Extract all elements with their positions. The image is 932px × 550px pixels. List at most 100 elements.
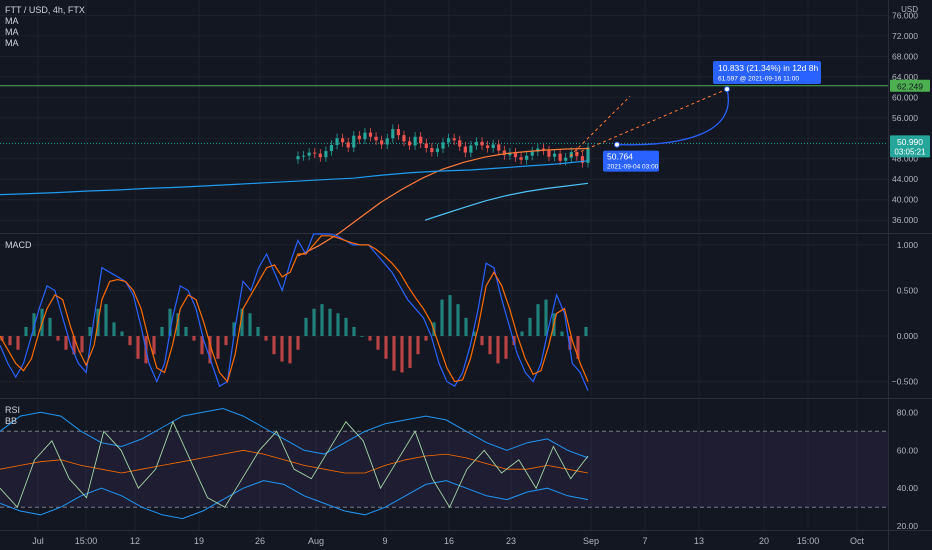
candle-body[interactable] xyxy=(480,141,484,146)
forecast-curve[interactable] xyxy=(616,88,729,146)
macd-histogram-bar[interactable] xyxy=(360,336,364,337)
candle-body[interactable] xyxy=(446,138,451,143)
candle-body[interactable] xyxy=(586,147,590,163)
time-tick-label[interactable]: Aug xyxy=(308,536,324,546)
macd-histogram-bar[interactable] xyxy=(248,313,252,337)
macd-histogram-bar[interactable] xyxy=(464,317,468,337)
price-tick-label[interactable]: 56.000 xyxy=(892,113,918,123)
macd-histogram-bar[interactable] xyxy=(408,336,412,368)
candle-body[interactable] xyxy=(463,146,467,153)
time-tick-label[interactable]: 13 xyxy=(694,536,704,546)
candle-body[interactable] xyxy=(301,155,306,157)
candle-body[interactable] xyxy=(380,140,384,145)
candle-body[interactable] xyxy=(329,144,334,152)
macd-histogram-bar[interactable] xyxy=(272,336,276,355)
candle-body[interactable] xyxy=(324,151,328,158)
candle-body[interactable] xyxy=(530,151,534,156)
macd-histogram-bar[interactable] xyxy=(56,336,60,341)
candle-body[interactable] xyxy=(430,147,434,153)
macd-histogram-bar[interactable] xyxy=(296,336,300,350)
candle-body[interactable] xyxy=(497,144,501,151)
macd-histogram-bar[interactable] xyxy=(256,326,260,337)
candle-body[interactable] xyxy=(335,138,339,145)
candle-body[interactable] xyxy=(396,129,400,136)
candle-body[interactable] xyxy=(435,148,440,153)
macd-histogram-bar[interactable] xyxy=(448,295,452,337)
macd-histogram-bar[interactable] xyxy=(72,336,76,355)
macd-histogram-bar[interactable] xyxy=(320,304,324,337)
macd-histogram-bar[interactable] xyxy=(16,336,20,350)
macd-histogram-bar[interactable] xyxy=(480,336,484,346)
macd-histogram-bar[interactable] xyxy=(392,336,396,371)
ma-indicator-label[interactable]: MA xyxy=(5,27,19,37)
macd-tick-label[interactable]: 1.000 xyxy=(897,240,919,250)
macd-histogram-bar[interactable] xyxy=(176,313,180,337)
candle-body[interactable] xyxy=(413,136,417,146)
macd-histogram-bar[interactable] xyxy=(312,308,316,337)
rsi-pane[interactable] xyxy=(0,407,888,520)
candle-body[interactable] xyxy=(424,143,428,148)
candle-body[interactable] xyxy=(368,132,373,137)
candle-body[interactable] xyxy=(419,136,423,144)
price-tick-label[interactable]: 40.000 xyxy=(892,195,918,205)
macd-histogram-bar[interactable] xyxy=(104,304,108,337)
time-tick-label[interactable]: 9 xyxy=(382,536,387,546)
candle-body[interactable] xyxy=(441,142,445,149)
candle-body[interactable] xyxy=(525,155,529,160)
candle-body[interactable] xyxy=(452,138,456,141)
price-tick-label[interactable]: 44.000 xyxy=(892,174,918,184)
macd-histogram-bar[interactable] xyxy=(48,317,52,337)
candle-body[interactable] xyxy=(407,141,412,146)
macd-histogram-bar[interactable] xyxy=(32,313,36,337)
symbol-label[interactable]: FTT / USD, 4h, FTX xyxy=(5,5,85,15)
macd-histogram-bar[interactable] xyxy=(280,336,284,362)
macd-histogram-bar[interactable] xyxy=(160,326,164,337)
candle-body[interactable] xyxy=(363,132,367,140)
bb-indicator-label[interactable]: BB xyxy=(5,416,18,426)
macd-histogram-bar[interactable] xyxy=(328,308,332,337)
macd-histogram-bar[interactable] xyxy=(224,336,228,346)
candle-body[interactable] xyxy=(474,141,479,146)
price-pane[interactable]: 50.764 2021-09-04 03:00 10.833 (21.34%) in… xyxy=(0,61,888,257)
price-tick-label[interactable]: 60.000 xyxy=(892,92,918,102)
candle-body[interactable] xyxy=(575,152,579,157)
candle-body[interactable] xyxy=(564,157,568,161)
time-tick-label[interactable]: 20 xyxy=(759,536,769,546)
candle-body[interactable] xyxy=(307,152,311,156)
time-axis[interactable]: Jul 15:00 12 19 26 Aug 9 16 23 Sep 7 13 20 15:00 Oct xyxy=(32,536,864,546)
ma-indicator-label[interactable]: MA xyxy=(5,38,19,48)
time-tick-label[interactable]: 15:00 xyxy=(797,536,820,546)
macd-histogram-bar[interactable] xyxy=(192,336,196,341)
price-tick-label[interactable]: 64.000 xyxy=(892,72,918,82)
projection-dashed-line[interactable] xyxy=(569,95,631,157)
candle-body[interactable] xyxy=(346,142,350,148)
price-tick-label[interactable]: 72.000 xyxy=(892,31,918,41)
candle-body[interactable] xyxy=(552,153,557,157)
macd-histogram-bar[interactable] xyxy=(472,331,476,337)
macd-histogram-bar[interactable] xyxy=(576,336,580,359)
macd-histogram-bar[interactable] xyxy=(120,331,124,337)
macd-histogram-bar[interactable] xyxy=(568,336,572,350)
macd-histogram-bar[interactable] xyxy=(352,326,356,337)
candle-body[interactable] xyxy=(491,144,495,148)
macd-histogram-bar[interactable] xyxy=(152,336,156,355)
candle-body[interactable] xyxy=(486,145,490,148)
macd-histogram-bar[interactable] xyxy=(416,336,420,355)
projection-dashed-line[interactable] xyxy=(569,88,728,157)
candle-body[interactable] xyxy=(296,156,300,160)
candle-body[interactable] xyxy=(458,140,462,147)
macd-histogram-bar[interactable] xyxy=(232,322,236,337)
candle-body[interactable] xyxy=(341,138,345,143)
forecast-end-tag[interactable] xyxy=(713,61,821,84)
candle-body[interactable] xyxy=(558,153,562,161)
macd-histogram-bar[interactable] xyxy=(80,336,84,353)
macd-histogram-bar[interactable] xyxy=(528,317,532,337)
macd-histogram-bar[interactable] xyxy=(336,313,340,337)
macd-histogram-bar[interactable] xyxy=(216,336,220,359)
candle-body[interactable] xyxy=(513,152,518,158)
candle-body[interactable] xyxy=(385,138,389,145)
candle-body[interactable] xyxy=(519,157,523,160)
time-tick-label[interactable]: 12 xyxy=(130,536,140,546)
time-tick-label[interactable]: 7 xyxy=(642,536,647,546)
